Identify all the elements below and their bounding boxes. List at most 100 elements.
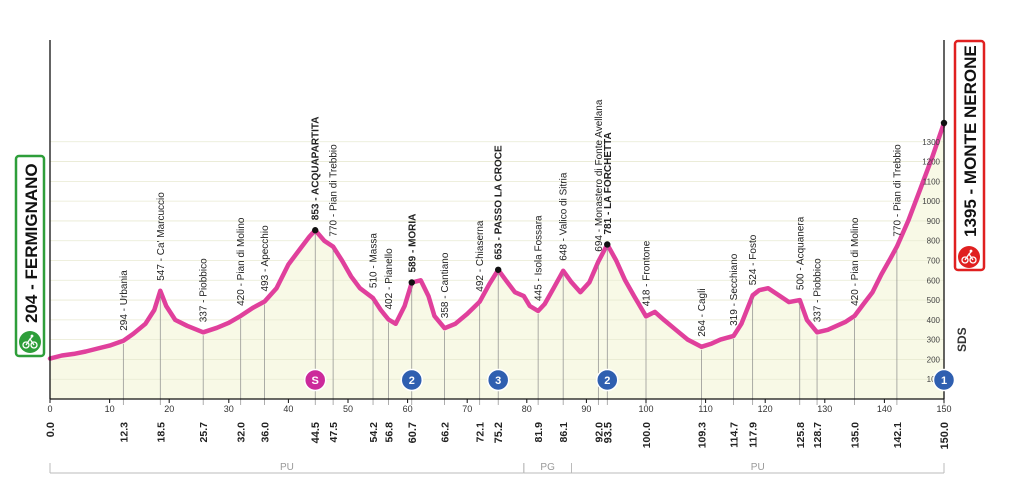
waypoint-label: 492 - Chiaserna — [475, 220, 486, 292]
marker-label: 2 — [604, 375, 610, 387]
x-tick-label: 70 — [462, 404, 472, 414]
sprint-marker — [303, 368, 327, 392]
distance-label: 125.8 — [795, 422, 807, 448]
distance-label: 56.8 — [384, 422, 396, 443]
x-tick-label: 110 — [698, 404, 712, 414]
distance-label: 92.0 — [593, 422, 605, 443]
distance-label: 93.5 — [602, 422, 614, 443]
distance-label: 36.0 — [260, 422, 272, 443]
waypoint-label: 402 - Pianello — [384, 248, 395, 310]
waypoint-label: 445 - Isola Fossara — [534, 215, 545, 301]
waypoint-label: 524 - Fosto — [748, 234, 759, 285]
distance-label: 44.5 — [310, 422, 322, 443]
finish-box: 1395 - MONTE NERONE — [953, 39, 986, 272]
distance-label: 25.7 — [198, 422, 210, 443]
y-tick-label: 1200 — [922, 158, 940, 167]
x-tick-label: 20 — [164, 404, 174, 414]
y-tick-label: 1000 — [922, 197, 940, 206]
profile-line — [47, 120, 947, 361]
waypoint-label: 770 - Pian di Trebbio — [892, 144, 903, 237]
cyclist-icon — [958, 246, 980, 268]
x-tick-label: 80 — [522, 404, 532, 414]
y-tick-label: 300 — [927, 336, 941, 345]
distance-label: 117.9 — [748, 422, 760, 448]
distance-label: 128.7 — [812, 422, 824, 448]
waypoint-label: 781 - LA FORCHETTA — [603, 132, 614, 234]
distance-label: 18.5 — [155, 422, 167, 443]
summit-dot — [408, 279, 415, 286]
y-tick-label: 600 — [927, 276, 941, 285]
distance-label: 100.0 — [641, 422, 653, 448]
waypoint-label: 319 - Secchiano — [729, 253, 740, 326]
climb-category-marker — [932, 368, 956, 392]
distance-label: 0.0 — [45, 422, 57, 437]
waypoint-label: 418 - Frontone — [642, 240, 653, 306]
x-tick-label: 50 — [343, 404, 353, 414]
marker-label: 3 — [495, 375, 501, 387]
waypoint-label: 264 - Cagli — [697, 288, 708, 336]
waypoint-label: 294 - Urbania — [119, 270, 130, 331]
climb-category-marker — [486, 368, 510, 392]
summit-dot — [604, 241, 611, 248]
waypoint-label: 337 - Piobbico — [813, 258, 824, 322]
climb-category-marker — [596, 368, 619, 392]
start-label: 204 - FERMIGNANO — [22, 163, 41, 323]
waypoint-label: 510 - Massa — [369, 233, 380, 288]
x-tick-label: 120 — [758, 404, 773, 414]
x-tick-label: 140 — [877, 404, 892, 414]
x-tick-label: 60 — [403, 404, 413, 414]
distance-label: 47.5 — [328, 422, 340, 443]
summit-dot — [494, 266, 502, 273]
y-tick-label: 1300 — [922, 138, 940, 147]
distance-label: 60.7 — [407, 422, 419, 443]
waypoint-label: 358 - Cantiano — [440, 252, 451, 318]
waypoint-label: 493 - Apecchio — [260, 225, 271, 292]
waypoint-label: 547 - Ca' Marcuccio — [156, 192, 167, 281]
waypoint-label: 648 - Valico di Sitria — [559, 172, 570, 261]
distance-label: 150.0 — [939, 422, 951, 450]
y-tick-label: 1100 — [923, 177, 941, 186]
waypoint-label: 420 - Pian di Molino — [236, 217, 247, 306]
waypoint-label: 853 - ACQUAPARTITA — [311, 116, 322, 220]
waypoint-label: 500 - Acquanera — [795, 216, 806, 290]
y-tick-label: 400 — [927, 316, 941, 325]
marker-label: 1 — [941, 375, 947, 387]
waypoint-label: 653 - PASSO LA CROCE — [494, 145, 505, 260]
finish-box-frame — [953, 39, 986, 272]
distance-label: 114.7 — [729, 422, 741, 448]
distance-label: 75.2 — [493, 422, 505, 443]
waypoint-label: 770 - Pian di Trebbio — [329, 144, 340, 237]
y-tick-label: 800 — [927, 237, 941, 246]
waypoint-label: 337 - Piobbico — [199, 258, 210, 322]
sds-logo: SDS — [955, 327, 969, 352]
distance-label: 66.2 — [440, 422, 452, 443]
distance-label: 135.0 — [850, 422, 862, 448]
start-box: 204 - FERMIGNANO — [14, 154, 46, 358]
x-tick-label: 0 — [47, 404, 52, 414]
marker-label: S — [312, 375, 319, 387]
cyclist-icon — [19, 331, 41, 353]
distance-label: 72.1 — [475, 422, 487, 443]
summit-dot — [940, 119, 948, 127]
climb-category-marker — [400, 368, 424, 392]
distance-label: 86.1 — [558, 422, 570, 443]
x-tick-label: 130 — [817, 404, 832, 414]
y-tick-label: 200 — [927, 355, 941, 364]
waypoint-label: 589 - MORIA — [407, 214, 418, 273]
y-tick-label: 700 — [927, 257, 941, 266]
region-label: PU — [751, 462, 765, 473]
marker-label: 2 — [409, 375, 415, 387]
y-tick-label: 900 — [927, 217, 941, 226]
x-tick-label: 90 — [581, 404, 591, 414]
y-tick-label: 500 — [927, 296, 941, 305]
distance-label: 12.3 — [118, 422, 130, 443]
x-tick-label: 100 — [638, 404, 653, 414]
waypoint-label: 694 - Monastero di Fonte Avellana — [594, 99, 605, 252]
finish-label: 1395 - MONTE NERONE — [961, 45, 980, 237]
profile-area — [50, 123, 944, 399]
waypoint-label: 420 - Pian di Molino — [850, 217, 861, 306]
x-tick-label: 40 — [283, 404, 293, 414]
x-tick-label: 10 — [105, 404, 115, 414]
distance-label: 109.3 — [696, 422, 708, 448]
